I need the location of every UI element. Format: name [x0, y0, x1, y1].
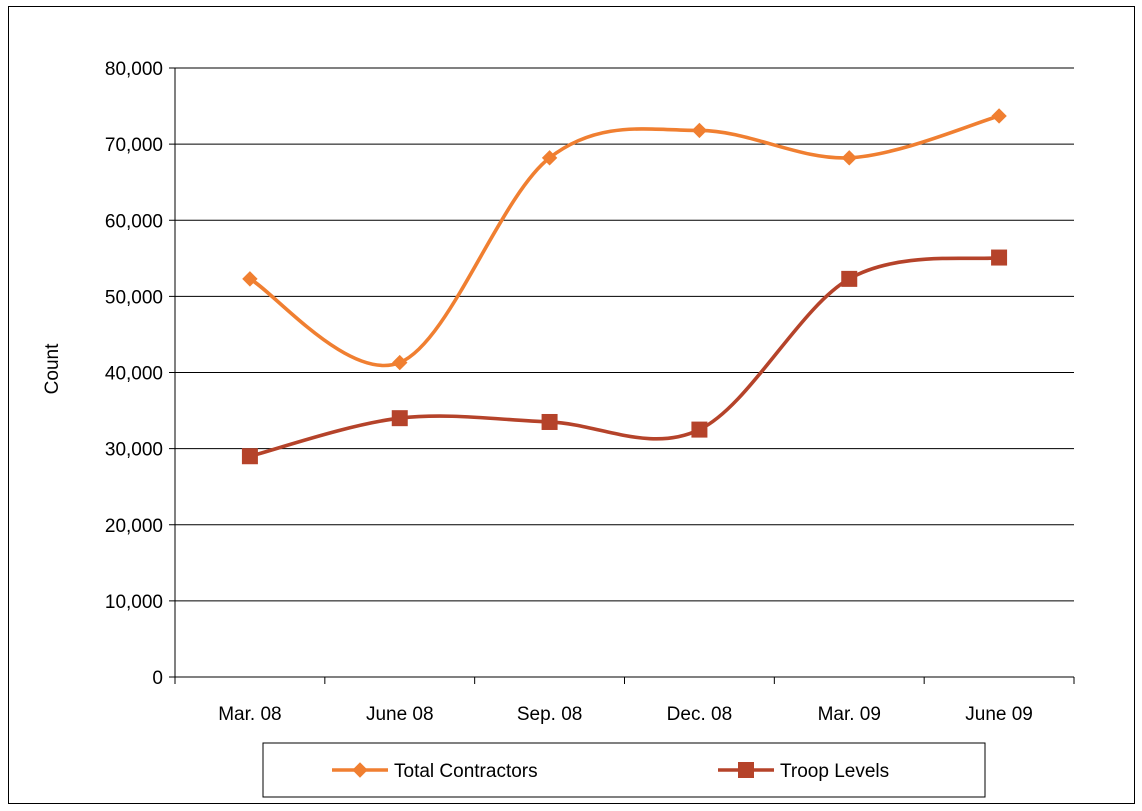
legend-item: Troop Levels [718, 761, 889, 782]
y-tick-label: 20,000 [105, 516, 163, 537]
x-tick-label: Dec. 08 [667, 704, 732, 725]
legend-items: Total Contractors Troop Levels [332, 761, 889, 782]
y-tick-label: 10,000 [105, 592, 163, 613]
y-tick-label: 50,000 [105, 287, 163, 308]
legend-label: Troop Levels [780, 761, 889, 782]
legend-marker [738, 762, 754, 778]
y-tick-label: 70,000 [105, 135, 163, 156]
y-tick-label: 0 [152, 668, 163, 689]
data-point [991, 108, 1007, 124]
x-tick-label: Mar. 08 [218, 704, 281, 725]
y-tick-label: 60,000 [105, 211, 163, 232]
data-point [391, 410, 408, 427]
data-point [541, 150, 558, 166]
y-tick-labels: 0 10,000 20,000 30,000 40,000 50,000 60,000 70,… [105, 59, 163, 689]
data-point [541, 413, 558, 430]
chart-frame: 0 10,000 20,000 30,000 40,000 50,000 60,000 70,… [8, 6, 1135, 804]
series-line [248, 114, 1001, 368]
legend-item: Total Contractors [332, 761, 538, 782]
data-point [691, 421, 708, 438]
data-point [691, 122, 708, 139]
legend-label: Total Contractors [394, 761, 538, 782]
legend: Total Contractors Troop Levels [262, 742, 986, 798]
line-chart: 0 10,000 20,000 30,000 40,000 50,000 60,000 70,… [42, 59, 1075, 798]
data-point [841, 150, 857, 166]
data-point [841, 270, 858, 287]
y-tick-label: 80,000 [105, 59, 163, 80]
y-axis-label: Count [42, 343, 63, 394]
series-line [248, 255, 1001, 459]
series-1 [241, 249, 1008, 465]
x-tick-label: Mar. 09 [818, 704, 881, 725]
x-tick-label: June 08 [366, 704, 434, 725]
data-point [392, 354, 408, 371]
axes [169, 67, 1075, 684]
series-0 [242, 108, 1007, 371]
data-point [991, 249, 1008, 266]
x-tick-label: Sep. 08 [517, 704, 583, 725]
x-tick-labels: Mar. 08 June 08 Sep. 08 Dec. 08 Mar. 09 June … [218, 704, 1033, 725]
series-lines [241, 108, 1008, 465]
data-point [242, 271, 258, 287]
y-tick-label: 30,000 [105, 440, 163, 461]
y-tick-label: 40,000 [105, 364, 163, 385]
legend-marker [352, 762, 368, 778]
data-point [241, 448, 258, 465]
x-tick-label: June 09 [965, 704, 1033, 725]
gridlines [175, 67, 1074, 602]
